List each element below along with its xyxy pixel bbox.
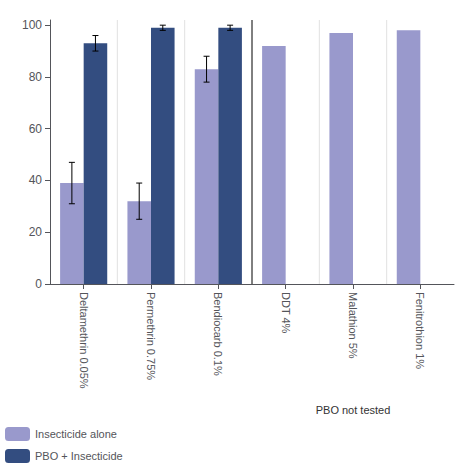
svg-text:PBO not tested: PBO not tested <box>316 404 391 416</box>
svg-text:Bendiocarb 0.1%: Bendiocarb 0.1% <box>212 292 224 376</box>
svg-text:20: 20 <box>29 225 43 239</box>
svg-text:100: 100 <box>22 18 42 32</box>
svg-text:Insecticide alone: Insecticide alone <box>35 428 117 440</box>
svg-text:Malathion 5%: Malathion 5% <box>347 292 359 359</box>
svg-text:Deltamethrin 0.05%: Deltamethrin 0.05% <box>78 292 90 389</box>
svg-text:Permethrin 0.75%: Permethrin 0.75% <box>145 292 157 380</box>
svg-text:0: 0 <box>35 277 42 291</box>
svg-text:80: 80 <box>29 70 43 84</box>
svg-text:40: 40 <box>29 173 43 187</box>
svg-text:Fenitrothion 1%: Fenitrothion 1% <box>414 292 426 369</box>
svg-text:60: 60 <box>29 122 43 136</box>
svg-text:DDT 4%: DDT 4% <box>280 292 292 334</box>
svg-text:PBO + Insecticide: PBO + Insecticide <box>35 450 123 462</box>
